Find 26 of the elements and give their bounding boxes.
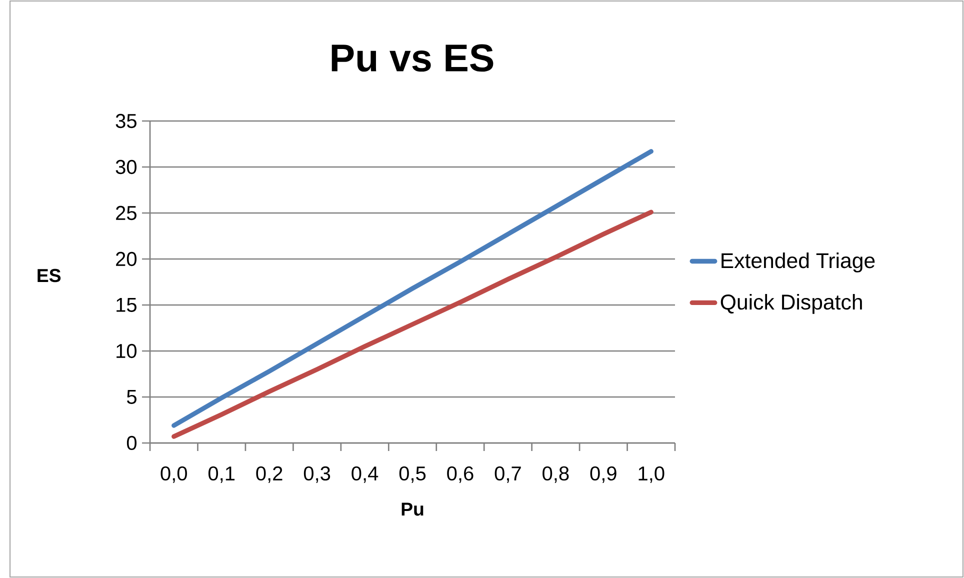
x-tick-label: 0,1	[208, 466, 235, 483]
x-tick-label: 0,4	[352, 466, 378, 483]
y-tick-label: 5	[126, 390, 136, 404]
y-axis-title: ES	[38, 268, 61, 282]
y-tick-label: 35	[116, 114, 136, 128]
chart-title: Pu vs ES	[332, 44, 494, 72]
x-tick-label: 0,0	[160, 466, 187, 483]
x-tick-label: 0,3	[304, 466, 330, 483]
y-tick-label: 10	[116, 344, 136, 358]
legend-label: Quick Dispatch	[720, 294, 862, 314]
x-tick-label: 0,7	[494, 466, 521, 483]
y-tick-label: 25	[116, 206, 136, 220]
x-tick-label: 1,0	[638, 466, 664, 483]
x-tick-label: 0,9	[590, 466, 616, 483]
legend-label: Extended Triage	[722, 252, 875, 272]
x-tick-label: 0,6	[447, 466, 474, 483]
y-tick-label: 0	[126, 436, 137, 450]
y-tick-label: 30	[116, 160, 136, 174]
x-axis-title: Pu	[402, 502, 424, 516]
x-tick-label: 0,8	[542, 466, 569, 483]
x-tick-label: 0,2	[256, 466, 282, 483]
line-series	[172, 210, 654, 439]
x-tick-label: 0,5	[399, 466, 426, 483]
line-series	[172, 149, 654, 428]
y-tick-label: 20	[116, 252, 136, 266]
y-tick-label: 15	[116, 298, 136, 312]
